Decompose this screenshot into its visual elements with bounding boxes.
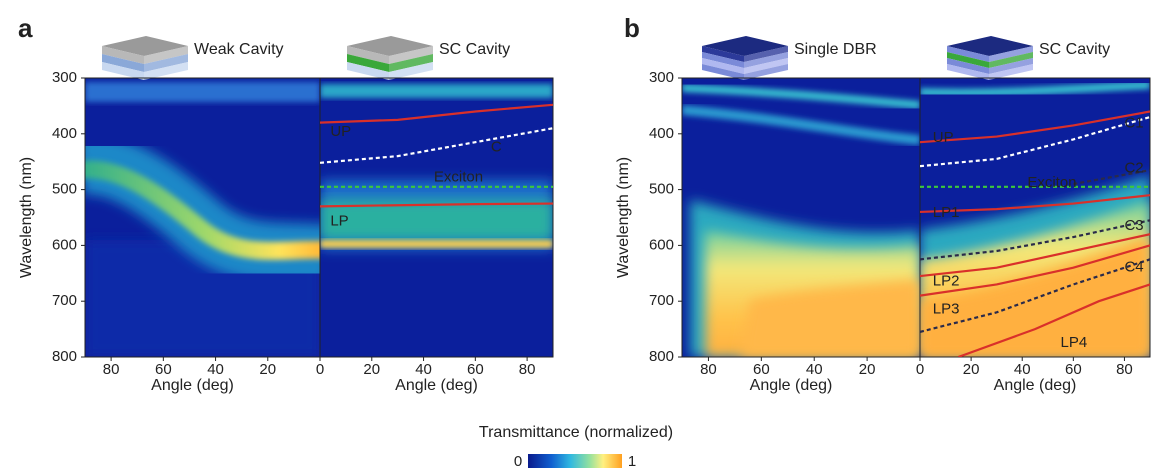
annotation: C1 <box>1124 115 1143 132</box>
x-tick-label: 40 <box>207 361 224 378</box>
x-tick-label: 20 <box>859 361 876 378</box>
panel-label: b <box>624 13 640 43</box>
y-tick-label: 300 <box>649 69 674 86</box>
panel-title: Weak Cavity <box>194 41 284 58</box>
y-axis-label: Wavelength (nm) <box>18 157 35 278</box>
x-tick-label: 20 <box>259 361 276 378</box>
colorbar <box>528 454 622 468</box>
colorbar-label: Transmittance (normalized) <box>479 424 673 441</box>
x-tick-label: 80 <box>103 361 120 378</box>
x-axis-label: Angle (deg) <box>750 377 833 394</box>
y-tick-label: 300 <box>52 69 77 86</box>
y-tick-label: 700 <box>52 292 77 309</box>
annotation: LP4 <box>1061 334 1088 351</box>
heatmap <box>682 78 920 357</box>
annotation: LP3 <box>933 301 960 318</box>
annotation: Exciton <box>434 168 483 185</box>
annotation: LP2 <box>933 273 960 290</box>
y-tick-label: 400 <box>649 125 674 142</box>
annotation: C <box>491 139 502 156</box>
y-tick-label: 500 <box>649 181 674 198</box>
x-tick-label: 0 <box>916 361 924 378</box>
x-tick-label: 60 <box>753 361 770 378</box>
x-tick-label: 60 <box>155 361 172 378</box>
annotation: C4 <box>1124 259 1143 276</box>
heatmap <box>320 78 553 357</box>
x-axis-label: Angle (deg) <box>994 377 1077 394</box>
x-tick-label: 20 <box>963 361 980 378</box>
colorbar-tick-label: 0 <box>514 453 522 470</box>
panel-label: a <box>18 13 33 43</box>
annotation: C2 <box>1124 159 1143 176</box>
annotation: LP <box>330 212 348 229</box>
panel-title: SC Cavity <box>439 41 510 58</box>
annotation: UP <box>933 129 954 146</box>
y-axis-label: Wavelength (nm) <box>615 157 632 278</box>
x-tick-label: 40 <box>806 361 823 378</box>
x-tick-label: 80 <box>519 361 536 378</box>
y-tick-label: 400 <box>52 125 77 142</box>
heatmap <box>80 78 330 357</box>
x-tick-label: 80 <box>1116 361 1133 378</box>
annotation: LP1 <box>933 204 960 221</box>
x-axis-label: Angle (deg) <box>151 377 234 394</box>
x-axis-label: Angle (deg) <box>395 377 478 394</box>
x-tick-label: 60 <box>1065 361 1082 378</box>
x-tick-label: 60 <box>467 361 484 378</box>
y-tick-label: 800 <box>649 348 674 365</box>
x-tick-label: 40 <box>1014 361 1031 378</box>
y-tick-label: 700 <box>649 292 674 309</box>
y-tick-label: 600 <box>649 236 674 253</box>
annotation: C3 <box>1124 217 1143 234</box>
annotation: Exciton <box>1027 174 1076 191</box>
y-tick-label: 800 <box>52 348 77 365</box>
x-tick-label: 20 <box>363 361 380 378</box>
y-tick-label: 600 <box>52 236 77 253</box>
figure: a b Transmittance (normalized) 0 1 Weak Ca… <box>0 0 1153 471</box>
panel-title: Single DBR <box>794 41 877 58</box>
x-tick-label: 40 <box>415 361 432 378</box>
colorbar-tick-label: 1 <box>628 453 636 470</box>
panel-title: SC Cavity <box>1039 41 1110 58</box>
x-tick-label: 0 <box>316 361 324 378</box>
annotation: UP <box>330 123 351 140</box>
x-tick-label: 80 <box>700 361 717 378</box>
y-tick-label: 500 <box>52 181 77 198</box>
